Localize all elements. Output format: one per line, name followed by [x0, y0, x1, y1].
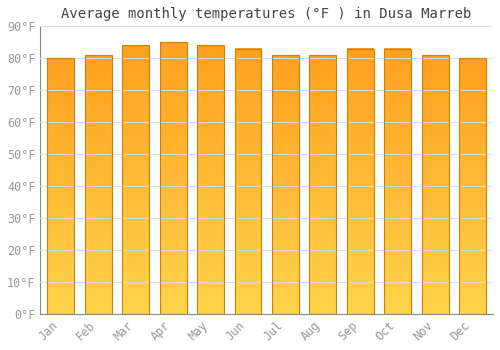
Bar [272, 55, 299, 314]
Bar [347, 49, 374, 314]
Bar [85, 55, 112, 314]
Bar [234, 49, 262, 314]
Bar [459, 58, 486, 314]
Bar [197, 46, 224, 314]
Bar [122, 46, 149, 314]
Bar [422, 55, 448, 314]
Title: Average monthly temperatures (°F ) in Dusa Marreb: Average monthly temperatures (°F ) in Du… [62, 7, 472, 21]
Bar [48, 58, 74, 314]
Bar [384, 49, 411, 314]
Bar [310, 55, 336, 314]
Bar [160, 42, 186, 314]
